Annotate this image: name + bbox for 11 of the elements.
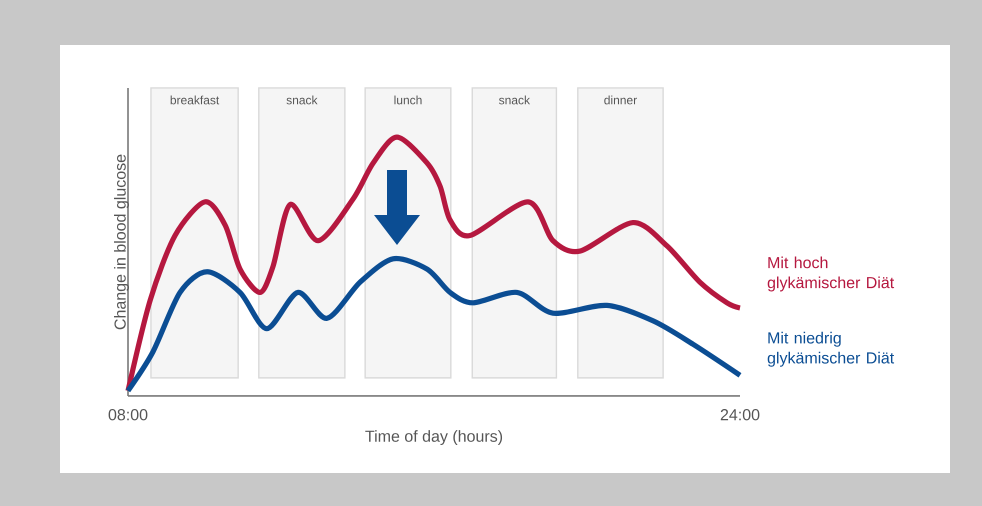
x-tick-label: 08:00 — [108, 409, 148, 420]
y-axis-title: Change in blood glucose — [114, 154, 129, 330]
series-label: Mit niedrig glykämischer Diät — [768, 332, 894, 367]
band-label: lunch — [394, 96, 422, 104]
band-label: dinner — [604, 96, 637, 104]
band-label: breakfast — [170, 96, 220, 104]
x-tick-label: 24:00 — [720, 409, 760, 420]
band-label: snack — [499, 96, 530, 104]
text: Mit hoch glykämischer Diät — [768, 256, 894, 292]
x-axis-title: Time of day (hours) — [365, 430, 502, 446]
band-label: snack — [286, 96, 318, 104]
